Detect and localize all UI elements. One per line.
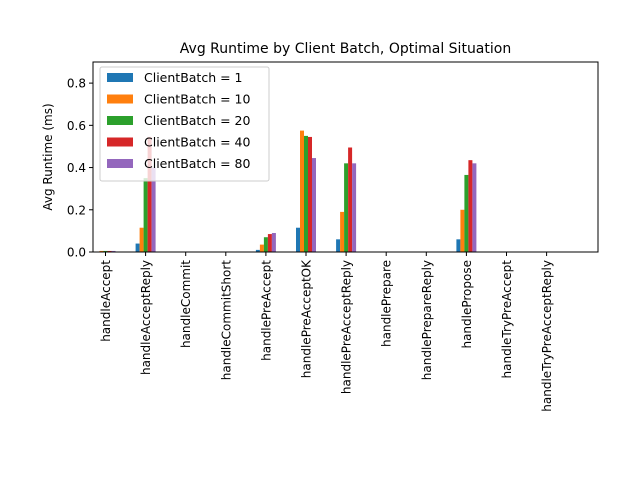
bar-4-6 [352, 163, 357, 252]
legend-box [99, 66, 270, 182]
y-tick-label-2: 0.4 [67, 161, 86, 175]
bar-4-5 [312, 158, 316, 252]
y-tick-label-4: 0.8 [67, 77, 86, 91]
bar-0-9 [456, 239, 461, 252]
axes-layer: 0.0 0.2 0.4 0.6 0.8 handleAccept handleAcceptR… [67, 61, 599, 412]
y-axis-label: Avg Runtime (ms) [41, 103, 55, 210]
bar-3-9 [468, 160, 473, 252]
x-tick-label-10: handleTryPreAccept [500, 260, 514, 379]
legend-swatch-1 [107, 94, 133, 104]
x-tick-label-7: handlePrepare [380, 260, 394, 347]
bars-layer [99, 130, 477, 252]
bar-2-5 [304, 135, 308, 252]
bar-1-5 [300, 130, 304, 252]
bar-2-0 [103, 250, 108, 252]
bar-0-6 [336, 239, 341, 252]
bar-1-4 [259, 244, 264, 252]
bar-0-4 [255, 249, 260, 252]
legend-swatch-2 [107, 116, 133, 125]
x-tick-label-4: handlePreAccept [259, 260, 273, 361]
bar-3-0 [107, 250, 112, 252]
y-tick-label-1: 0.2 [67, 203, 86, 217]
bar-1-1 [139, 227, 144, 252]
bar-3-4 [267, 234, 272, 252]
y-tick-label-0: 0.0 [67, 246, 86, 260]
legend-label-4: ClientBatch = 80 [144, 156, 250, 171]
bar-4-4 [271, 233, 276, 252]
x-tick-label-0: handleAccept [99, 260, 113, 342]
chart-title: Avg Runtime by Client Batch, Optimal Sit… [180, 41, 511, 57]
x-tick-label-3: handleCommitShort [219, 260, 233, 381]
legend-swatch-3 [107, 137, 133, 147]
bar-4-1 [151, 167, 156, 252]
plot-frame [92, 61, 599, 253]
x-tick-label-9: handlePropose [460, 260, 474, 349]
legend-swatch-0 [107, 73, 133, 82]
bar-0-1 [135, 243, 140, 252]
bar-2-9 [464, 174, 469, 252]
bar-2-1 [143, 178, 148, 252]
legend-swatch-4 [107, 159, 133, 168]
legend-label-2: ClientBatch = 20 [144, 113, 250, 128]
x-tick-label-2: handleCommit [179, 260, 193, 348]
x-tick-label-11: handleTryPreAcceptReply [540, 260, 554, 412]
bar-4-0 [111, 250, 116, 252]
bar-1-0 [99, 250, 104, 252]
x-tick-label-8: handlePrepareReply [420, 260, 434, 380]
x-tick-label-1: handleAcceptReply [139, 260, 153, 375]
bar-3-5 [308, 136, 312, 252]
legend-label-0: ClientBatch = 1 [144, 70, 243, 85]
legend: ClientBatch = 1 ClientBatch = 10 ClientBat… [99, 66, 270, 182]
bar-0-5 [296, 227, 300, 252]
bar-2-4 [263, 237, 268, 252]
bar-1-6 [340, 211, 345, 252]
x-tick-label-5: handlePreAcceptOK [300, 259, 314, 378]
x-tick-label-6: handlePreAcceptReply [340, 260, 354, 394]
legend-label-3: ClientBatch = 40 [144, 135, 250, 150]
legend-label-1: ClientBatch = 10 [144, 92, 250, 107]
y-tick-label-3: 0.6 [67, 119, 86, 133]
bar-3-6 [348, 147, 353, 252]
bar-4-9 [472, 163, 477, 252]
bar-2-6 [344, 163, 349, 252]
bar-3-1 [147, 136, 152, 252]
bar-1-9 [460, 209, 465, 252]
